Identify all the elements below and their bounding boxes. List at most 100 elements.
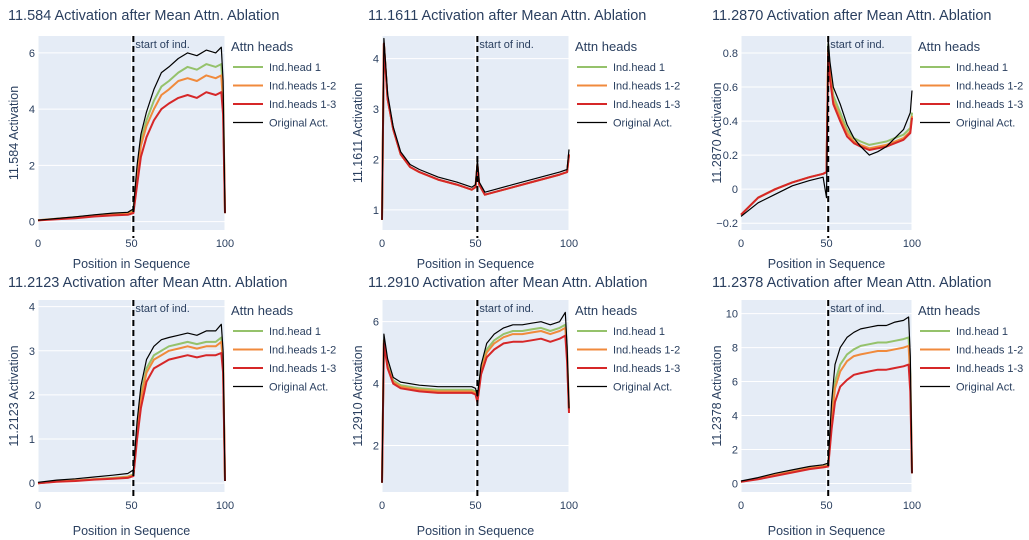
series-line-3 (740, 363, 913, 483)
x-tick-label: 50 (125, 238, 137, 250)
legend-title: Attn heads (918, 39, 981, 54)
chart-4: 11.2123 Activation after Mean Attn. Abla… (7, 275, 336, 538)
legend-entry: Ind.heads 1-3 (269, 363, 336, 375)
series-line-2 (381, 326, 570, 483)
series-line-4 (740, 38, 913, 217)
y-tick-label: 4 (29, 302, 35, 314)
x-tick-label: 0 (35, 500, 41, 512)
legend-entry: Ind.head 1 (956, 62, 1008, 74)
x-axis-label: Position in Sequence (73, 257, 190, 271)
y-tick-label: 4 (29, 104, 35, 116)
y-tick-label: 8 (732, 343, 738, 355)
series-line-4 (37, 323, 226, 483)
x-tick-label: 100 (903, 238, 921, 250)
series-line-4 (740, 316, 913, 482)
y-tick-label: 0 (29, 217, 35, 229)
legend-title: Attn heads (575, 39, 638, 54)
series-line-4 (37, 46, 226, 221)
x-tick-label: 50 (820, 500, 832, 512)
x-tick-label: 0 (738, 238, 744, 250)
legend-entry: Ind.heads 1-3 (613, 99, 680, 111)
chart-6: 11.2378 Activation after Mean Attn. Abla… (710, 275, 1023, 538)
chart-title: 11.2870 Activation after Mean Attn. Abla… (712, 8, 991, 24)
x-tick-label: 0 (35, 238, 41, 250)
x-tick-label: 100 (216, 238, 234, 250)
legend-entry: Ind.head 1 (613, 62, 665, 74)
series-line-4 (381, 37, 570, 220)
x-tick-label: 100 (560, 238, 578, 250)
legend-entry: Original Act. (269, 382, 328, 394)
legend-entry: Ind.heads 1-2 (956, 345, 1023, 357)
legend-entry: Ind.head 1 (269, 326, 321, 338)
legend-entry: Ind.heads 1-2 (613, 345, 680, 357)
start-marker-label: start of ind. (135, 39, 189, 51)
chart-1: 11.584 Activation after Mean Attn. Ablat… (7, 8, 336, 271)
legend-title: Attn heads (918, 303, 981, 318)
x-tick-label: 50 (469, 238, 481, 250)
chart-title: 11.584 Activation after Mean Attn. Ablat… (8, 8, 279, 24)
legend-entry: Ind.head 1 (956, 326, 1008, 338)
y-axis-label: 11.2378 Activation (710, 345, 724, 446)
start-marker-label: start of ind. (830, 303, 884, 315)
x-tick-label: 0 (379, 500, 385, 512)
y-tick-label: 2 (29, 160, 35, 172)
y-tick-label: 2 (29, 390, 35, 402)
chart-5: 11.2910 Activation after Mean Attn. Abla… (351, 275, 680, 538)
y-tick-label: 1 (373, 205, 379, 217)
series-line-3 (381, 42, 570, 220)
x-axis-label: Position in Sequence (417, 257, 534, 271)
legend-entry: Original Act. (956, 382, 1015, 394)
legend-title: Attn heads (231, 39, 294, 54)
legend-entry: Ind.head 1 (613, 326, 665, 338)
legend-entry: Ind.head 1 (269, 62, 321, 74)
legend-entry: Ind.heads 1-3 (613, 363, 680, 375)
x-tick-label: 100 (216, 500, 234, 512)
y-axis-label: 11.2910 Activation (351, 345, 365, 446)
y-tick-label: 4 (373, 379, 379, 391)
x-axis-label: Position in Sequence (768, 257, 885, 271)
y-tick-label: 3 (29, 346, 35, 358)
chart-title: 11.2378 Activation after Mean Attn. Abla… (712, 275, 991, 291)
legend-entry: Original Act. (269, 118, 328, 130)
y-axis-label: 11.2870 Activation (710, 82, 724, 183)
y-tick-label: 6 (373, 317, 379, 329)
chart-title: 11.2910 Activation after Mean Attn. Abla… (368, 275, 647, 291)
x-tick-label: 50 (125, 500, 137, 512)
series-line-3 (37, 352, 226, 485)
chart-2: 11.1611 Activation after Mean Attn. Abla… (351, 8, 680, 271)
y-tick-label: 0.6 (723, 82, 738, 94)
x-axis-label: Position in Sequence (73, 524, 190, 538)
y-tick-label: 6 (29, 48, 35, 60)
y-tick-label: 1 (29, 434, 35, 446)
y-tick-label: 0.4 (723, 116, 738, 128)
y-tick-label: 3 (373, 104, 379, 116)
legend-entry: Original Act. (956, 118, 1015, 130)
series-line-3 (740, 52, 913, 216)
legend-title: Attn heads (231, 303, 294, 318)
legend-entry: Ind.heads 1-3 (956, 363, 1023, 375)
legend-entry: Ind.heads 1-2 (269, 81, 336, 93)
x-tick-label: 0 (379, 238, 385, 250)
start-marker-label: start of ind. (135, 303, 189, 315)
legend-entry: Ind.heads 1-3 (269, 99, 336, 111)
x-tick-label: 100 (903, 500, 921, 512)
start-marker-label: start of ind. (479, 39, 533, 51)
legend-entry: Ind.heads 1-2 (613, 81, 680, 93)
y-tick-label: 0 (732, 479, 738, 491)
chart-3: 11.2870 Activation after Mean Attn. Abla… (710, 8, 1023, 271)
legend-entry: Original Act. (613, 118, 672, 130)
y-tick-label: 4 (732, 411, 738, 423)
y-tick-label: 0 (732, 184, 738, 196)
start-marker-label: start of ind. (479, 303, 533, 315)
y-tick-label: 2 (373, 154, 379, 166)
legend-entry: Ind.heads 1-3 (956, 99, 1023, 111)
y-tick-label: 0.2 (723, 150, 738, 162)
chart-title: 11.1611 Activation after Mean Attn. Abla… (368, 8, 646, 24)
y-tick-label: 2 (373, 441, 379, 453)
legend-entry: Original Act. (613, 382, 672, 394)
series-line-3 (37, 91, 226, 222)
series-line-4 (381, 311, 570, 483)
series-line-3 (381, 334, 570, 483)
